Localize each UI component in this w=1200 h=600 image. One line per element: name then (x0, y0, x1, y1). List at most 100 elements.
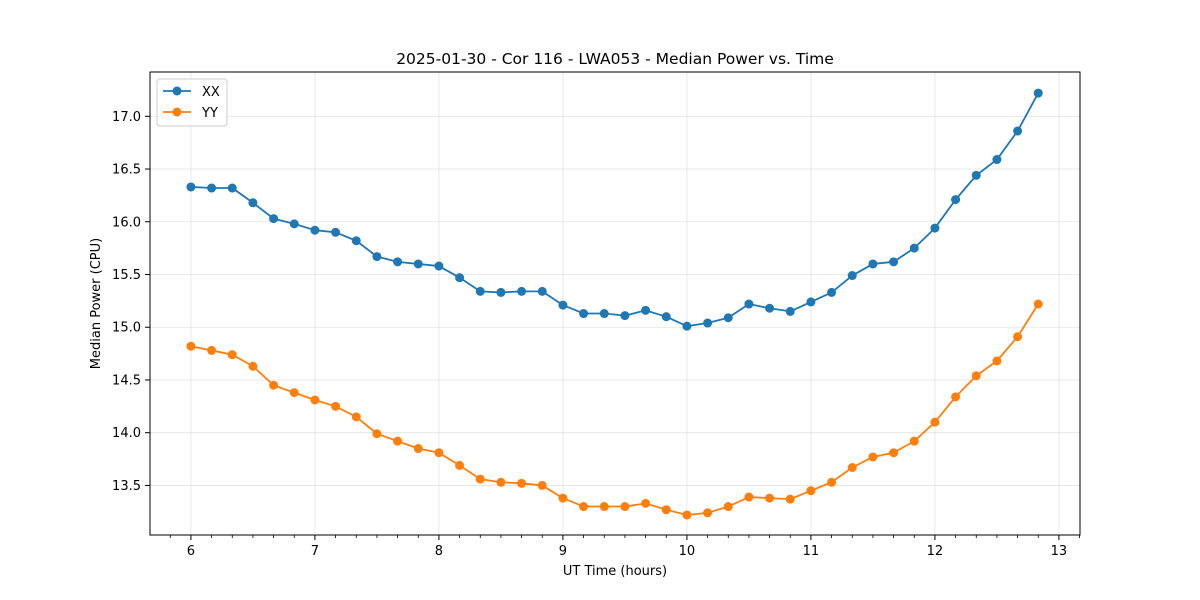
data-point (351, 412, 361, 422)
data-point (930, 223, 940, 233)
data-point (971, 371, 981, 381)
data-point (765, 303, 775, 313)
x-tick-label: 8 (435, 544, 443, 559)
x-tick-label: 7 (311, 544, 319, 559)
data-point (765, 493, 775, 503)
data-point (1033, 299, 1043, 309)
data-point (909, 243, 919, 253)
x-tick-label: 11 (803, 544, 820, 559)
data-point (909, 436, 919, 446)
data-point (310, 395, 320, 405)
data-point (496, 287, 506, 297)
legend-marker-xx (172, 86, 182, 96)
data-point (393, 436, 403, 446)
data-point (413, 259, 423, 269)
plot-frame (149, 71, 1081, 536)
data-point (806, 486, 816, 496)
data-point (434, 448, 444, 458)
data-point (599, 502, 609, 512)
x-tick-label: 12 (927, 544, 944, 559)
data-point (269, 380, 279, 390)
x-tick-label: 13 (1051, 544, 1068, 559)
data-point (992, 155, 1002, 165)
data-point (951, 392, 961, 402)
data-point (682, 321, 692, 331)
data-point (723, 313, 733, 323)
data-point (847, 463, 857, 473)
data-point (951, 195, 961, 205)
data-point (620, 502, 630, 512)
data-point (599, 309, 609, 319)
data-point (785, 306, 795, 316)
data-point (372, 252, 382, 262)
data-point (186, 182, 196, 192)
data-point (289, 388, 299, 398)
data-point (930, 417, 940, 427)
data-point (537, 480, 547, 490)
data-point (868, 452, 878, 462)
series-line-xx (190, 92, 1040, 328)
data-point (517, 286, 527, 296)
data-point (434, 261, 444, 271)
data-point (847, 271, 857, 281)
data-point (558, 300, 568, 310)
legend-label-yy: YY (201, 106, 218, 121)
data-point (889, 448, 899, 458)
data-point (517, 478, 527, 488)
data-point (496, 477, 506, 487)
x-axis: 6 7 8 9 10 11 12 13 (169, 535, 1080, 559)
data-point (331, 401, 341, 411)
x-tick-label: 6 (187, 544, 195, 559)
data-point (207, 345, 217, 355)
data-point (475, 286, 485, 296)
y-tick-label: 17.0 (112, 110, 141, 125)
data-point (413, 444, 423, 454)
series-yy (186, 299, 1043, 520)
data-point (641, 498, 651, 508)
y-tick-label: 13.5 (112, 479, 141, 494)
y-tick-label: 16.0 (112, 215, 141, 230)
data-point (620, 311, 630, 321)
x-tick-label: 9 (559, 544, 567, 559)
data-point (455, 273, 465, 283)
data-point (785, 494, 795, 504)
y-axis-label: Median Power (CPU) (89, 238, 104, 369)
data-point (331, 227, 341, 237)
y-tick-label: 14.5 (112, 373, 141, 388)
data-point (455, 460, 465, 470)
data-point (1033, 88, 1043, 98)
data-point (723, 502, 733, 512)
x-tick-label: 10 (679, 544, 696, 559)
data-point (661, 312, 671, 322)
data-point (475, 474, 485, 484)
data-point (558, 493, 568, 503)
data-point (289, 219, 299, 229)
data-point (827, 477, 837, 487)
data-point (186, 341, 196, 351)
legend-label-xx: XX (202, 85, 220, 100)
data-point (806, 297, 816, 307)
y-tick-label: 14.0 (112, 426, 141, 441)
data-point (1013, 126, 1023, 136)
data-point (868, 259, 878, 269)
data-point (703, 318, 713, 328)
data-point (393, 257, 403, 267)
data-point (971, 170, 981, 180)
data-point (372, 429, 382, 439)
data-point (537, 286, 547, 296)
y-tick-label: 15.0 (112, 321, 141, 336)
legend: XX YY (156, 78, 228, 127)
data-point (579, 502, 589, 512)
data-point (579, 309, 589, 319)
x-axis-label: UT Time (hours) (563, 564, 667, 579)
series-layer (186, 88, 1043, 520)
data-point (227, 183, 237, 193)
data-point (661, 505, 671, 515)
series-xx (186, 88, 1043, 331)
data-point (827, 287, 837, 297)
data-point (682, 510, 692, 520)
data-point (351, 236, 361, 246)
chart-title: 2025-01-30 - Cor 116 - LWA053 - Median P… (396, 50, 834, 68)
y-tick-label: 16.5 (112, 163, 141, 178)
data-point (744, 299, 754, 309)
